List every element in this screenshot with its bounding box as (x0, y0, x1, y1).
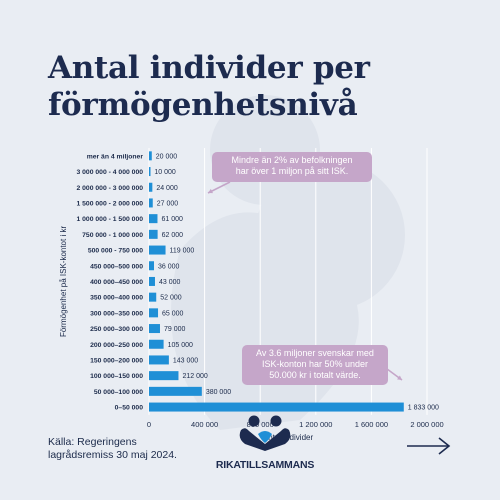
category-label: 350 000–400 000 (90, 295, 143, 302)
page-title: Antal individer per förmögenhetsnivå (48, 50, 370, 123)
value-label: 62 000 (162, 232, 184, 239)
annotation-text: Av 3.6 miljoner svenskar med (256, 348, 374, 358)
annotation-text: ISK-konton har 50% under (262, 359, 368, 369)
two-figures-heart-icon (239, 415, 291, 451)
arrow-right-icon[interactable] (405, 436, 453, 456)
annotation-box (212, 152, 372, 182)
category-label: 1 000 000 - 1 500 000 (76, 216, 143, 223)
value-label: 27 000 (157, 200, 179, 207)
x-tick-label: 800 000 (247, 420, 274, 429)
bar (149, 339, 164, 349)
bar (149, 214, 158, 224)
category-label: 450 000–500 000 (90, 263, 143, 270)
bar (149, 276, 155, 286)
value-label: 105 000 (168, 342, 193, 349)
x-tick-label: 1 600 000 (355, 420, 388, 429)
bar (149, 151, 152, 161)
category-label: 200 000–250 000 (90, 342, 143, 349)
value-label: 212 000 (182, 373, 207, 380)
bar (149, 402, 404, 412)
brand-name: RIKATILLSAMMANS (215, 459, 315, 471)
brand-logo: RIKATILLSAMMANS (215, 414, 315, 471)
value-label: 79 000 (164, 326, 186, 333)
annotation-text: 50.000 kr i totalt värde. (269, 370, 361, 380)
bar (149, 182, 153, 192)
value-label: 65 000 (162, 310, 184, 317)
x-tick-label: 2 000 000 (410, 420, 443, 429)
bar (149, 261, 155, 271)
category-label: 300 000–350 000 (90, 310, 143, 317)
value-label: 61 000 (161, 216, 183, 223)
bar (149, 167, 151, 177)
x-tick-label: 1 200 000 (299, 420, 332, 429)
category-label: mer än 4 miljoner (87, 153, 144, 160)
annotation-text: har över 1 miljon på sitt ISK. (236, 166, 349, 176)
value-label: 20 000 (156, 153, 178, 160)
value-label: 43 000 (159, 279, 181, 286)
category-label: 50 000–100 000 (94, 389, 143, 396)
category-label: 100 000–150 000 (90, 373, 143, 380)
category-label: 250 000–300 000 (90, 326, 143, 333)
value-label: 10 000 (154, 169, 176, 176)
category-label: 400 000–450 000 (90, 279, 143, 286)
category-label: 0–50 000 (115, 405, 144, 412)
category-label: 3 000 000 - 4 000 000 (76, 169, 143, 176)
bar (149, 355, 169, 365)
value-label: 36 000 (158, 263, 180, 270)
bar (149, 308, 159, 318)
value-label: 1 833 000 (408, 405, 439, 412)
bar (149, 198, 153, 208)
x-tick-label: 0 (147, 420, 151, 429)
category-label: 750 000 - 1 000 000 (82, 232, 143, 239)
category-label: 2 000 000 - 3 000 000 (76, 185, 143, 192)
value-label: 380 000 (206, 389, 231, 396)
value-label: 24 000 (156, 185, 178, 192)
bar (149, 292, 157, 302)
value-label: 119 000 (170, 248, 195, 255)
annotation-box (242, 345, 388, 385)
value-label: 52 000 (160, 295, 182, 302)
bar (149, 386, 202, 396)
annotation-text: Mindre än 2% av befolkningen (231, 155, 352, 165)
category-label: 150 000–200 000 (90, 357, 143, 364)
bar (149, 229, 158, 239)
source-note: Källa: Regeringens lagrådsremiss 30 maj … (48, 436, 177, 461)
bar (149, 324, 160, 334)
bar (149, 371, 179, 381)
y-axis-title: Förmögenhet på ISK-kontot i kr (59, 226, 68, 338)
x-tick-label: 400 000 (191, 420, 218, 429)
bar (149, 245, 166, 255)
annotation-arrowhead (397, 375, 402, 380)
category-label: 1 500 000 - 2 000 000 (76, 200, 143, 207)
value-label: 143 000 (173, 357, 198, 364)
annotation-arrowhead (208, 188, 213, 194)
category-label: 500 000 - 750 000 (88, 248, 143, 255)
